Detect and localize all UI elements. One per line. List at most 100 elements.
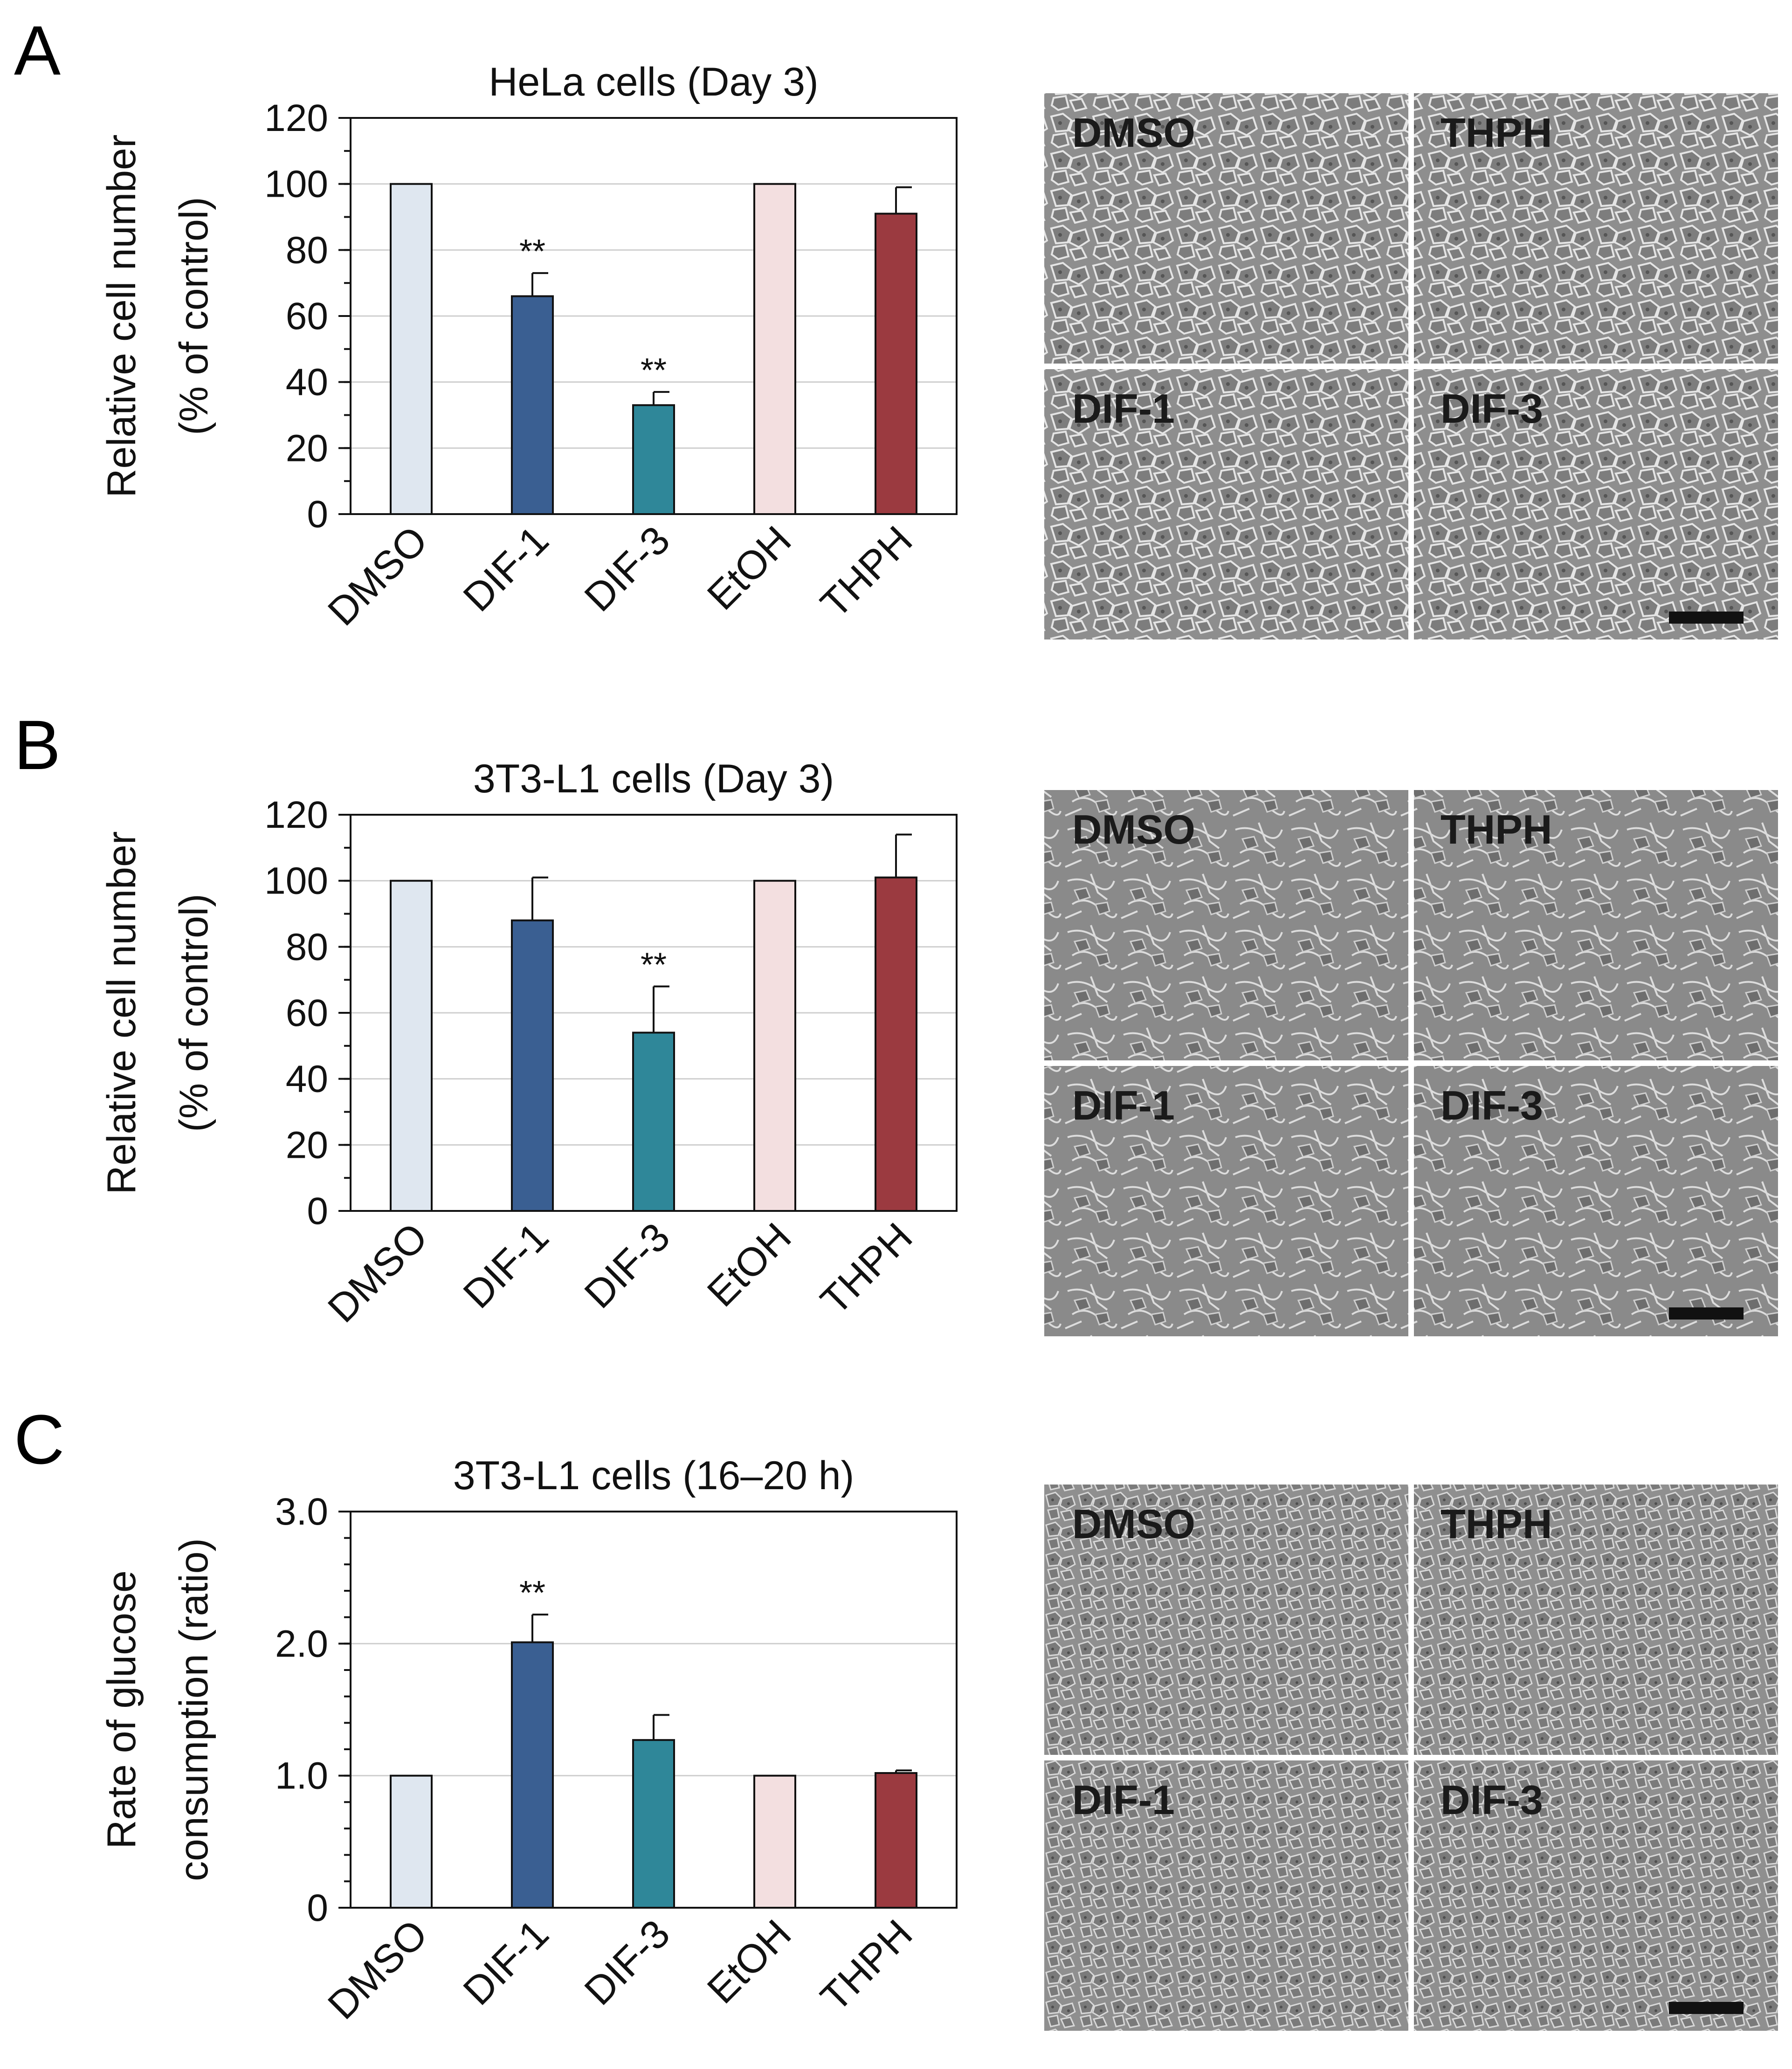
bar-chart-a: ** ** 0 20 40 60 80 100 120 HeLa cells (Day 3) Rel… — [99, 60, 958, 634]
y-tick-label: 80 — [286, 229, 328, 271]
significance-marker: ** — [519, 233, 545, 270]
micrograph-dif-3 — [1414, 369, 1778, 639]
micrograph-grid: DMSO THPH DIF-1 DIF-3 — [1044, 790, 1778, 1336]
micrograph-label: DIF-1 — [1072, 1082, 1175, 1128]
x-tick-label: DIF-3 — [576, 1911, 679, 2014]
micrograph-dif-1 — [1044, 1066, 1408, 1336]
micrograph-dmso — [1044, 93, 1408, 364]
y-tick-label: 100 — [264, 163, 328, 206]
bar-etoh — [753, 1774, 796, 1909]
bar-dmso — [390, 880, 433, 1212]
significance-marker: ** — [641, 352, 667, 389]
micrograph-label: THPH — [1440, 110, 1552, 156]
micrograph-thph — [1414, 790, 1778, 1060]
panel-b: B ** 0 20 40 60 80 100 120 3T3-L1 cells (Day 3) R… — [14, 706, 1778, 1336]
x-tick-label: DIF-3 — [576, 518, 679, 620]
bar-dif-1 — [511, 295, 554, 515]
panel-letter: B — [14, 706, 61, 784]
micrograph-dif-3 — [1414, 1066, 1778, 1336]
y-tick-label: 0 — [307, 493, 328, 536]
y-tick-label: 100 — [264, 860, 328, 902]
chart-title: 3T3-L1 cells (16–20 h) — [453, 1453, 854, 1498]
x-tick-label: DIF-1 — [455, 518, 558, 620]
y-tick-label: 40 — [286, 1058, 328, 1100]
y-tick-label: 20 — [286, 1124, 328, 1166]
x-tick-label: THPH — [812, 1215, 921, 1323]
micrograph-label: THPH — [1440, 806, 1552, 852]
bar-dif-3 — [632, 1031, 675, 1212]
micrograph-label: DIF-3 — [1440, 1777, 1543, 1823]
micrograph-dif-1 — [1044, 1760, 1408, 2031]
bar-thph — [875, 876, 917, 1212]
chart-title: HeLa cells (Day 3) — [489, 60, 818, 104]
bar-dif-1 — [511, 919, 554, 1212]
y-tick-label: 3.0 — [275, 1491, 328, 1533]
y-axis-label: consumption (ratio) — [172, 1538, 216, 1881]
micrograph-label: DMSO — [1072, 110, 1195, 156]
bar-etoh — [753, 183, 796, 515]
x-tick-label: DIF-3 — [576, 1215, 679, 1317]
micrograph-dmso — [1044, 1485, 1408, 1755]
micrograph-thph — [1414, 1485, 1778, 1755]
micrograph-grid: DMSO THPH DIF-1 DIF-3 — [1044, 1485, 1778, 2031]
bar-thph — [875, 1772, 917, 1909]
micrograph-label: DMSO — [1072, 1501, 1195, 1547]
x-tick-label: EtOH — [699, 1911, 800, 2013]
y-tick-label: 2.0 — [275, 1622, 328, 1665]
y-tick-label: 60 — [286, 992, 328, 1034]
x-tick-label: DMSO — [319, 1215, 436, 1331]
y-tick-label: 60 — [286, 295, 328, 337]
micrograph-label: DIF-3 — [1440, 1082, 1543, 1128]
x-tick-label: THPH — [812, 1911, 921, 2020]
y-axis-label: (% of control) — [172, 894, 216, 1132]
y-tick-label: 0 — [307, 1190, 328, 1232]
panel-a: A ** ** 0 20 40 60 80 100 120 HeLa cells (Day 3) R… — [14, 11, 1778, 639]
y-tick-label: 120 — [264, 97, 328, 139]
y-tick-label: 120 — [264, 794, 328, 836]
x-tick-label: DMSO — [319, 1911, 436, 2028]
micrograph-label: DMSO — [1072, 806, 1195, 852]
x-tick-label: DIF-1 — [455, 1215, 558, 1317]
bar-dif-3 — [632, 404, 675, 515]
y-axis-label: Rate of glucose — [99, 1570, 144, 1849]
y-tick-label: 0 — [307, 1887, 328, 1929]
micrograph-dif-1 — [1044, 369, 1408, 639]
micrograph-label: DIF-3 — [1440, 385, 1543, 432]
bar-chart-c: ** 0 1.0 2.0 3.0 3T3-L1 cells (16–20 h) Rate o… — [99, 1453, 958, 2028]
panel-letter: A — [14, 11, 61, 89]
y-tick-label: 1.0 — [275, 1755, 328, 1797]
y-tick-label: 80 — [286, 926, 328, 968]
y-axis-label: Relative cell number — [99, 134, 144, 497]
x-tick-label: EtOH — [699, 1215, 800, 1316]
scale-bar — [1669, 612, 1744, 624]
bar-dmso — [390, 183, 433, 515]
bar-chart-b: ** 0 20 40 60 80 100 120 3T3-L1 cells (Day 3) Rel… — [99, 756, 958, 1331]
significance-marker: ** — [519, 1574, 545, 1612]
y-axis-label: (% of control) — [172, 197, 216, 435]
bar-dif-3 — [632, 1739, 675, 1909]
micrograph-label: THPH — [1440, 1501, 1552, 1547]
x-tick-label: EtOH — [699, 518, 800, 619]
y-axis-label: Relative cell number — [99, 831, 144, 1194]
micrograph-thph — [1414, 93, 1778, 364]
bar-etoh — [753, 880, 796, 1212]
scale-bar — [1669, 1307, 1744, 1320]
x-tick-label: THPH — [812, 518, 921, 626]
x-tick-label: DMSO — [319, 518, 436, 634]
micrograph-dif-3 — [1414, 1760, 1778, 2031]
plot-frame — [350, 1511, 958, 1909]
panel-c: C ** 0 1.0 2.0 3.0 3T3-L1 cells (16–20 h) Rate… — [14, 1400, 1778, 2031]
micrograph-label: DIF-1 — [1072, 385, 1175, 432]
x-tick-label: DIF-1 — [455, 1911, 558, 2014]
bar-thph — [875, 213, 917, 515]
panel-letter: C — [14, 1400, 64, 1478]
scale-bar — [1669, 2002, 1744, 2014]
chart-title: 3T3-L1 cells (Day 3) — [473, 756, 834, 801]
significance-marker: ** — [641, 946, 667, 983]
bar-dmso — [390, 1774, 433, 1909]
y-tick-label: 20 — [286, 427, 328, 469]
y-tick-label: 40 — [286, 361, 328, 404]
bar-dif-1 — [511, 1641, 554, 1909]
micrograph-dmso — [1044, 790, 1408, 1060]
